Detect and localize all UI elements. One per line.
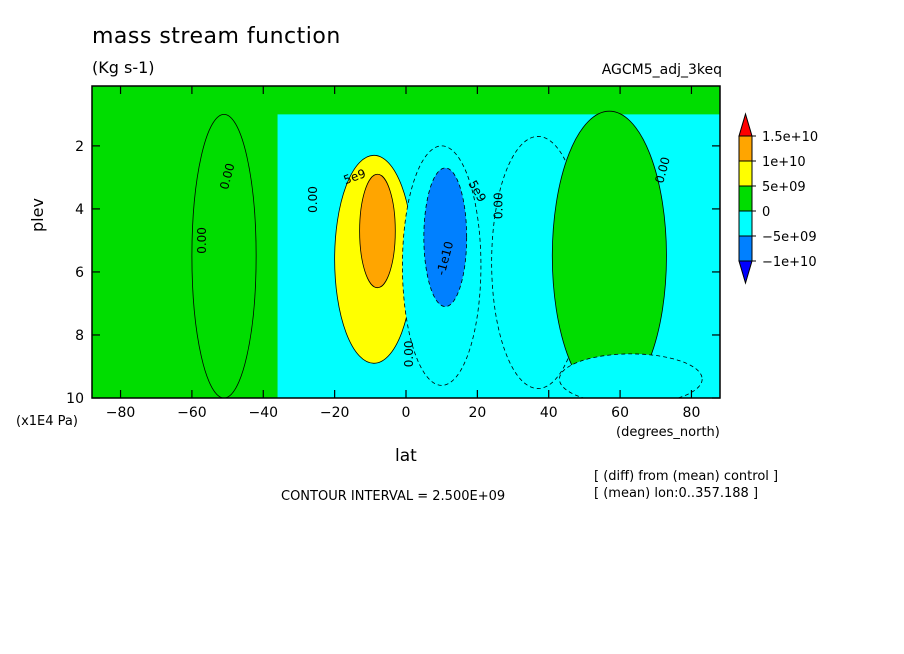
contour-region-4 <box>423 167 468 308</box>
x-tick-label: 60 <box>611 405 629 421</box>
y-tick-label: 4 <box>75 202 84 218</box>
x-tick-label: −80 <box>106 405 136 421</box>
plot-area <box>92 86 720 398</box>
x-tick-label: −20 <box>320 405 350 421</box>
contour-label: 0.00 <box>402 341 416 368</box>
contour-label: 0.00 <box>652 155 672 184</box>
contour-region-7 <box>559 353 703 398</box>
y-tick-label: 10 <box>66 391 84 407</box>
colorbar-swatch <box>738 185 753 212</box>
x-tick-label: 40 <box>540 405 558 421</box>
colorbar-swatch <box>738 135 753 162</box>
x-tick-label: 80 <box>683 405 701 421</box>
colorbar: 1.5e+10 1e+10 5e+09 0 −5e+09 −1e+10 <box>738 112 818 285</box>
contour-region-2 <box>359 173 396 289</box>
colorbar-swatch <box>738 235 753 262</box>
y-tick-label: 8 <box>75 328 84 344</box>
contour-region-6 <box>551 110 667 398</box>
colorbar-label: 1e+10 <box>762 155 806 170</box>
colorbar-swatch <box>738 160 753 187</box>
contour-label: 0.00 <box>491 192 505 219</box>
note-diff: [ (diff) from (mean) control ] <box>594 469 779 484</box>
colorbar-label: −1e+10 <box>762 255 817 270</box>
chart-title: mass stream function <box>92 24 341 49</box>
y-tick-label: 6 <box>75 265 84 281</box>
colorbar-label: −5e+09 <box>762 230 817 245</box>
x-tick-label: −40 <box>248 405 278 421</box>
colorbar-swatch <box>738 210 753 237</box>
contour-region-0 <box>191 114 257 398</box>
chart-units: (Kg s-1) <box>92 58 155 77</box>
x-tick-label: 20 <box>468 405 486 421</box>
y-axis-unit: (x1E4 Pa) <box>16 414 78 429</box>
contour-label: 0.00 <box>306 186 320 213</box>
colorbar-cap-top <box>738 112 753 137</box>
axes: −80 −60 −40 −20 0 20 40 60 80 2 4 6 8 10 <box>66 85 721 421</box>
y-tick-label: 2 <box>75 139 84 155</box>
colorbar-label: 5e+09 <box>762 180 806 195</box>
experiment-label: AGCM5_adj_3keq <box>601 62 722 78</box>
x-axis-label: lat <box>395 446 417 466</box>
note-mean-lon: [ (mean) lon:0..357.188 ] <box>594 486 759 501</box>
x-axis-unit: (degrees_north) <box>616 425 720 440</box>
contour-label: 0.00 <box>195 227 209 254</box>
colorbar-label: 0 <box>762 205 770 220</box>
colorbar-label: 1.5e+10 <box>762 130 818 145</box>
contour-interval: CONTOUR INTERVAL = 2.500E+09 <box>281 489 506 504</box>
colorbar-cap-bottom <box>738 260 753 285</box>
x-tick-label: −60 <box>177 405 207 421</box>
x-tick-label: 0 <box>402 405 411 421</box>
contour-label: 0.00 <box>217 162 237 191</box>
